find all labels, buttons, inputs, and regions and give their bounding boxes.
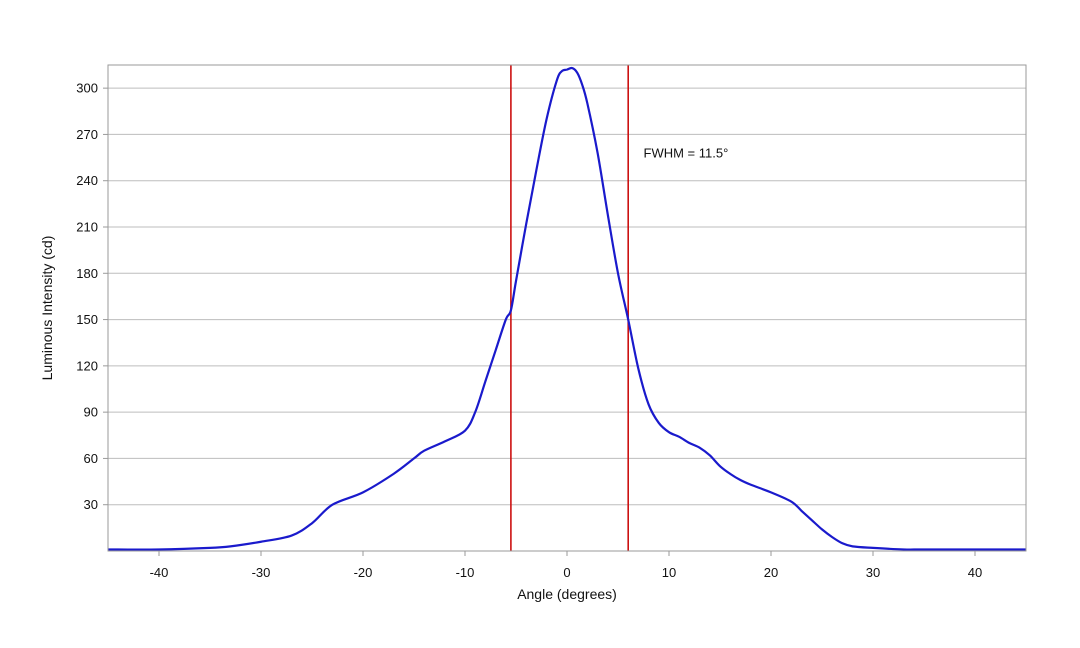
y-axis-ticks: 30 60 90 120 150 180 210 240 270 300 [76, 81, 108, 512]
y-axis-title: Luminous Intensity (cd) [39, 236, 55, 381]
fwhm-annotation: FWHM = 11.5° [644, 146, 729, 161]
x-tick-label: 20 [764, 565, 778, 580]
y-tick-label: 300 [76, 81, 98, 96]
x-tick-label: -40 [150, 565, 169, 580]
y-tick-label: 90 [84, 405, 98, 420]
x-tick-label: 0 [563, 565, 570, 580]
x-tick-label: 10 [662, 565, 676, 580]
annotations: FWHM = 11.5° [644, 146, 729, 161]
y-tick-label: 240 [76, 173, 98, 188]
y-tick-label: 60 [84, 451, 98, 466]
grid-lines [108, 87, 1026, 506]
x-tick-label: 40 [968, 565, 982, 580]
x-axis-ticks: -40 -30 -20 -10 0 10 20 30 40 [150, 551, 982, 580]
y-tick-label: 210 [76, 220, 98, 235]
x-axis-title: Angle (degrees) [517, 586, 617, 602]
x-tick-label: -10 [456, 565, 475, 580]
y-tick-label: 30 [84, 497, 98, 512]
x-tick-label: -20 [354, 565, 373, 580]
x-tick-label: -30 [252, 565, 271, 580]
y-tick-label: 120 [76, 358, 98, 373]
intensity-curve [107, 66, 1026, 551]
y-tick-label: 270 [76, 127, 98, 142]
x-tick-label: 30 [866, 565, 880, 580]
fwhm-lines [510, 65, 630, 551]
plot-area-frame [107, 64, 1027, 552]
series-layer [107, 66, 1026, 551]
y-tick-label: 180 [76, 266, 98, 281]
y-tick-label: 150 [76, 312, 98, 327]
